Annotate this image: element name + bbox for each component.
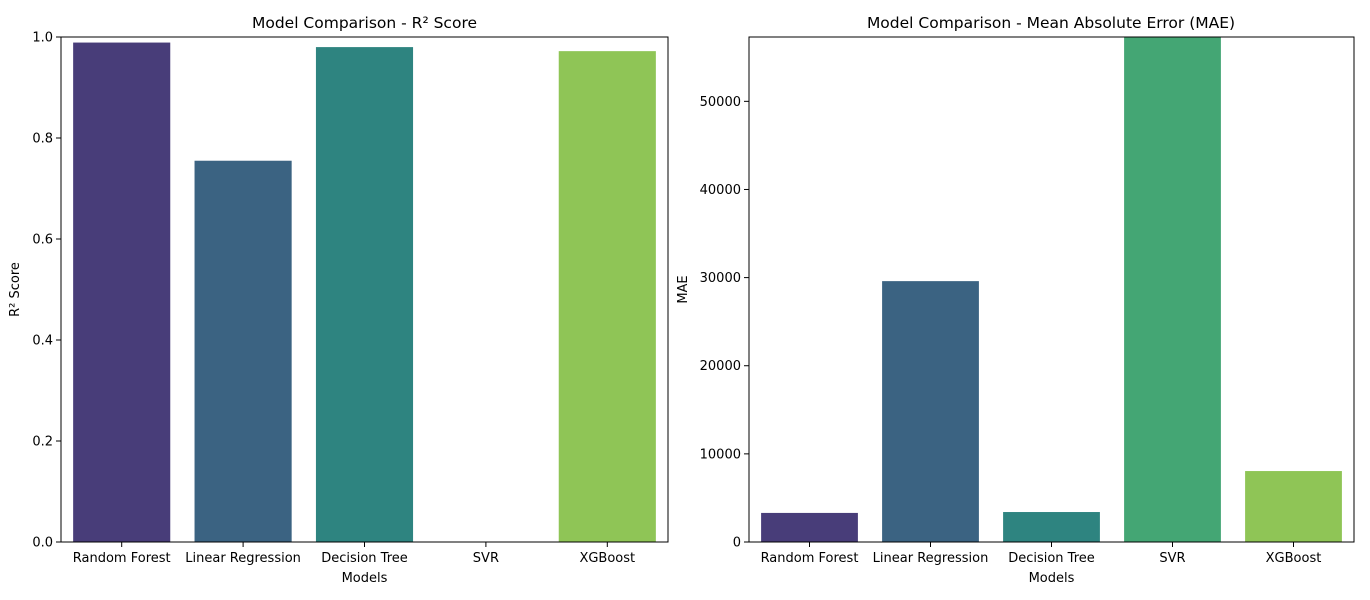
x-tick-label: Random Forest: [761, 551, 859, 566]
y-tick-label: 1.0: [32, 31, 53, 46]
bar-svr: [1124, 37, 1221, 542]
bar-random-forest: [73, 42, 171, 543]
y-tick-label: 20000: [700, 359, 741, 374]
y-tick-label: 0: [733, 536, 741, 551]
tick-group: Random Forest Linear Regression Decision T…: [700, 95, 1322, 566]
chart-mae: Model Comparison - Mean Absolute Error (…: [676, 14, 1355, 586]
y-tick-label: 40000: [700, 183, 741, 198]
bar-decision-tree: [1003, 512, 1100, 542]
tick-group: Random Forest Linear Regression Decision T…: [32, 31, 635, 567]
x-axis-label: Models: [1029, 571, 1075, 586]
y-tick-label: 0.8: [32, 132, 53, 147]
y-tick-label: 0.6: [32, 233, 53, 248]
y-tick-label: 30000: [700, 271, 741, 286]
bar-decision-tree: [315, 47, 414, 542]
bar-linear-regression: [882, 281, 979, 542]
y-tick-label: 0.0: [32, 536, 53, 551]
x-tick-label: Linear Regression: [185, 551, 301, 566]
x-tick-label: Decision Tree: [321, 551, 408, 566]
bar-group: [761, 37, 1342, 542]
x-tick-label: Linear Regression: [873, 551, 989, 566]
x-tick-label: XGBoost: [1266, 551, 1322, 566]
chart-title: Model Comparison - Mean Absolute Error (…: [867, 14, 1235, 32]
x-tick-label: Random Forest: [73, 551, 171, 566]
x-axis-label: Models: [342, 571, 388, 586]
bar-linear-regression: [194, 160, 292, 543]
bar-group: [73, 42, 656, 543]
x-tick-label: SVR: [473, 551, 499, 566]
y-axis-label: R² Score: [8, 262, 23, 317]
chart-r2-score: Model Comparison - R² Score Random Fores…: [8, 14, 669, 586]
bar-random-forest: [761, 512, 858, 542]
x-tick-label: Decision Tree: [1008, 551, 1095, 566]
bar-xgboost: [1245, 471, 1342, 542]
y-tick-label: 50000: [700, 95, 741, 110]
chart-title: Model Comparison - R² Score: [252, 14, 477, 32]
y-tick-label: 0.4: [32, 334, 53, 349]
y-tick-label: 0.2: [32, 435, 53, 450]
plot-frame: [748, 36, 1355, 543]
y-axis-label: MAE: [676, 275, 691, 303]
x-tick-label: SVR: [1159, 551, 1185, 566]
plot-frame: [60, 36, 669, 543]
y-tick-label: 10000: [700, 447, 741, 462]
x-tick-label: XGBoost: [579, 551, 635, 566]
bar-xgboost: [558, 51, 656, 542]
